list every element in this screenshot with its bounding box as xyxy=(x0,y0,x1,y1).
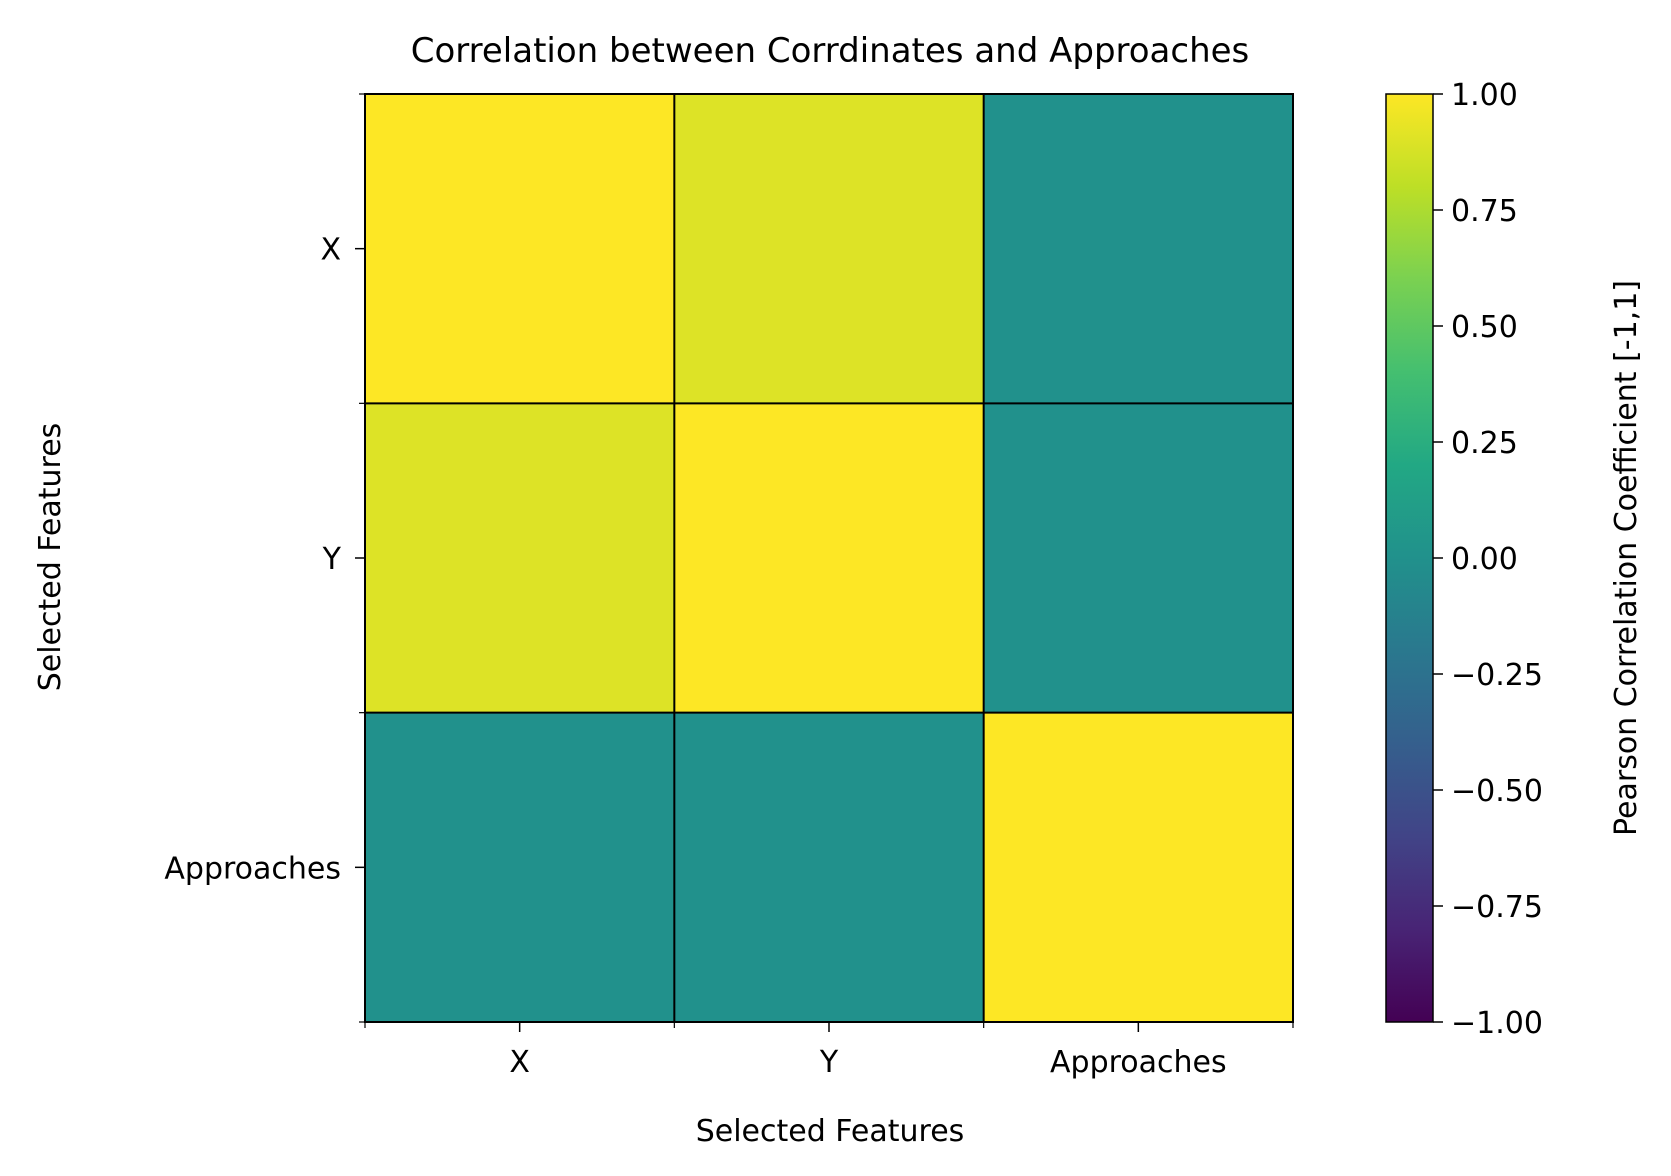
colorbar-tick-label: −0.75 xyxy=(1451,890,1543,925)
heatmap-cell xyxy=(983,712,1293,1022)
colorbar-tick-label: 0.25 xyxy=(1451,426,1518,461)
x-axis-label: Selected Features xyxy=(696,1114,965,1149)
x-tick-label: X xyxy=(509,1045,530,1080)
heatmap-cell xyxy=(674,94,984,404)
colorbar-ticks: 1.00 0.75 0.50 0.25 0.00 −0.25 −0.50 −0.75 −1.00 xyxy=(1433,78,1543,1041)
colorbar-tick-label: −0.25 xyxy=(1451,658,1543,693)
heatmap-cell xyxy=(983,94,1293,404)
x-tick-label: Approaches xyxy=(1050,1045,1227,1080)
heatmap-cell xyxy=(365,712,675,1022)
x-tick-label: Y xyxy=(819,1045,839,1080)
colorbar xyxy=(1385,93,1434,1023)
chart-title: Correlation between Corrdinates and Appr… xyxy=(411,31,1250,71)
heatmap-cell xyxy=(674,403,984,713)
heatmap-cell xyxy=(674,712,984,1022)
colorbar-tick-label: −1.00 xyxy=(1451,1006,1543,1041)
y-axis-label: Selected Features xyxy=(33,423,68,692)
colorbar-tick-label: −0.50 xyxy=(1451,774,1543,809)
colorbar-tick-label: 1.00 xyxy=(1451,78,1518,113)
colorbar-tick-label: 0.50 xyxy=(1451,310,1518,345)
heatmap-cell xyxy=(983,403,1293,713)
heatmap-cells xyxy=(365,94,1293,1022)
heatmap-cell xyxy=(365,94,675,404)
y-tick-label: Approaches xyxy=(164,851,341,886)
colorbar-label: Pearson Correlation Coefficient [-1,1] xyxy=(1609,280,1644,836)
colorbar-tick-label: 0.00 xyxy=(1451,542,1518,577)
heatmap-cell xyxy=(365,403,675,713)
colorbar-tick-label: 0.75 xyxy=(1451,194,1518,229)
y-tick-label: Y xyxy=(322,542,342,577)
x-axis-ticks: X Y Approaches xyxy=(364,1022,1294,1080)
y-axis-ticks: X Y Approaches xyxy=(164,93,365,1023)
y-tick-label: X xyxy=(320,233,341,268)
